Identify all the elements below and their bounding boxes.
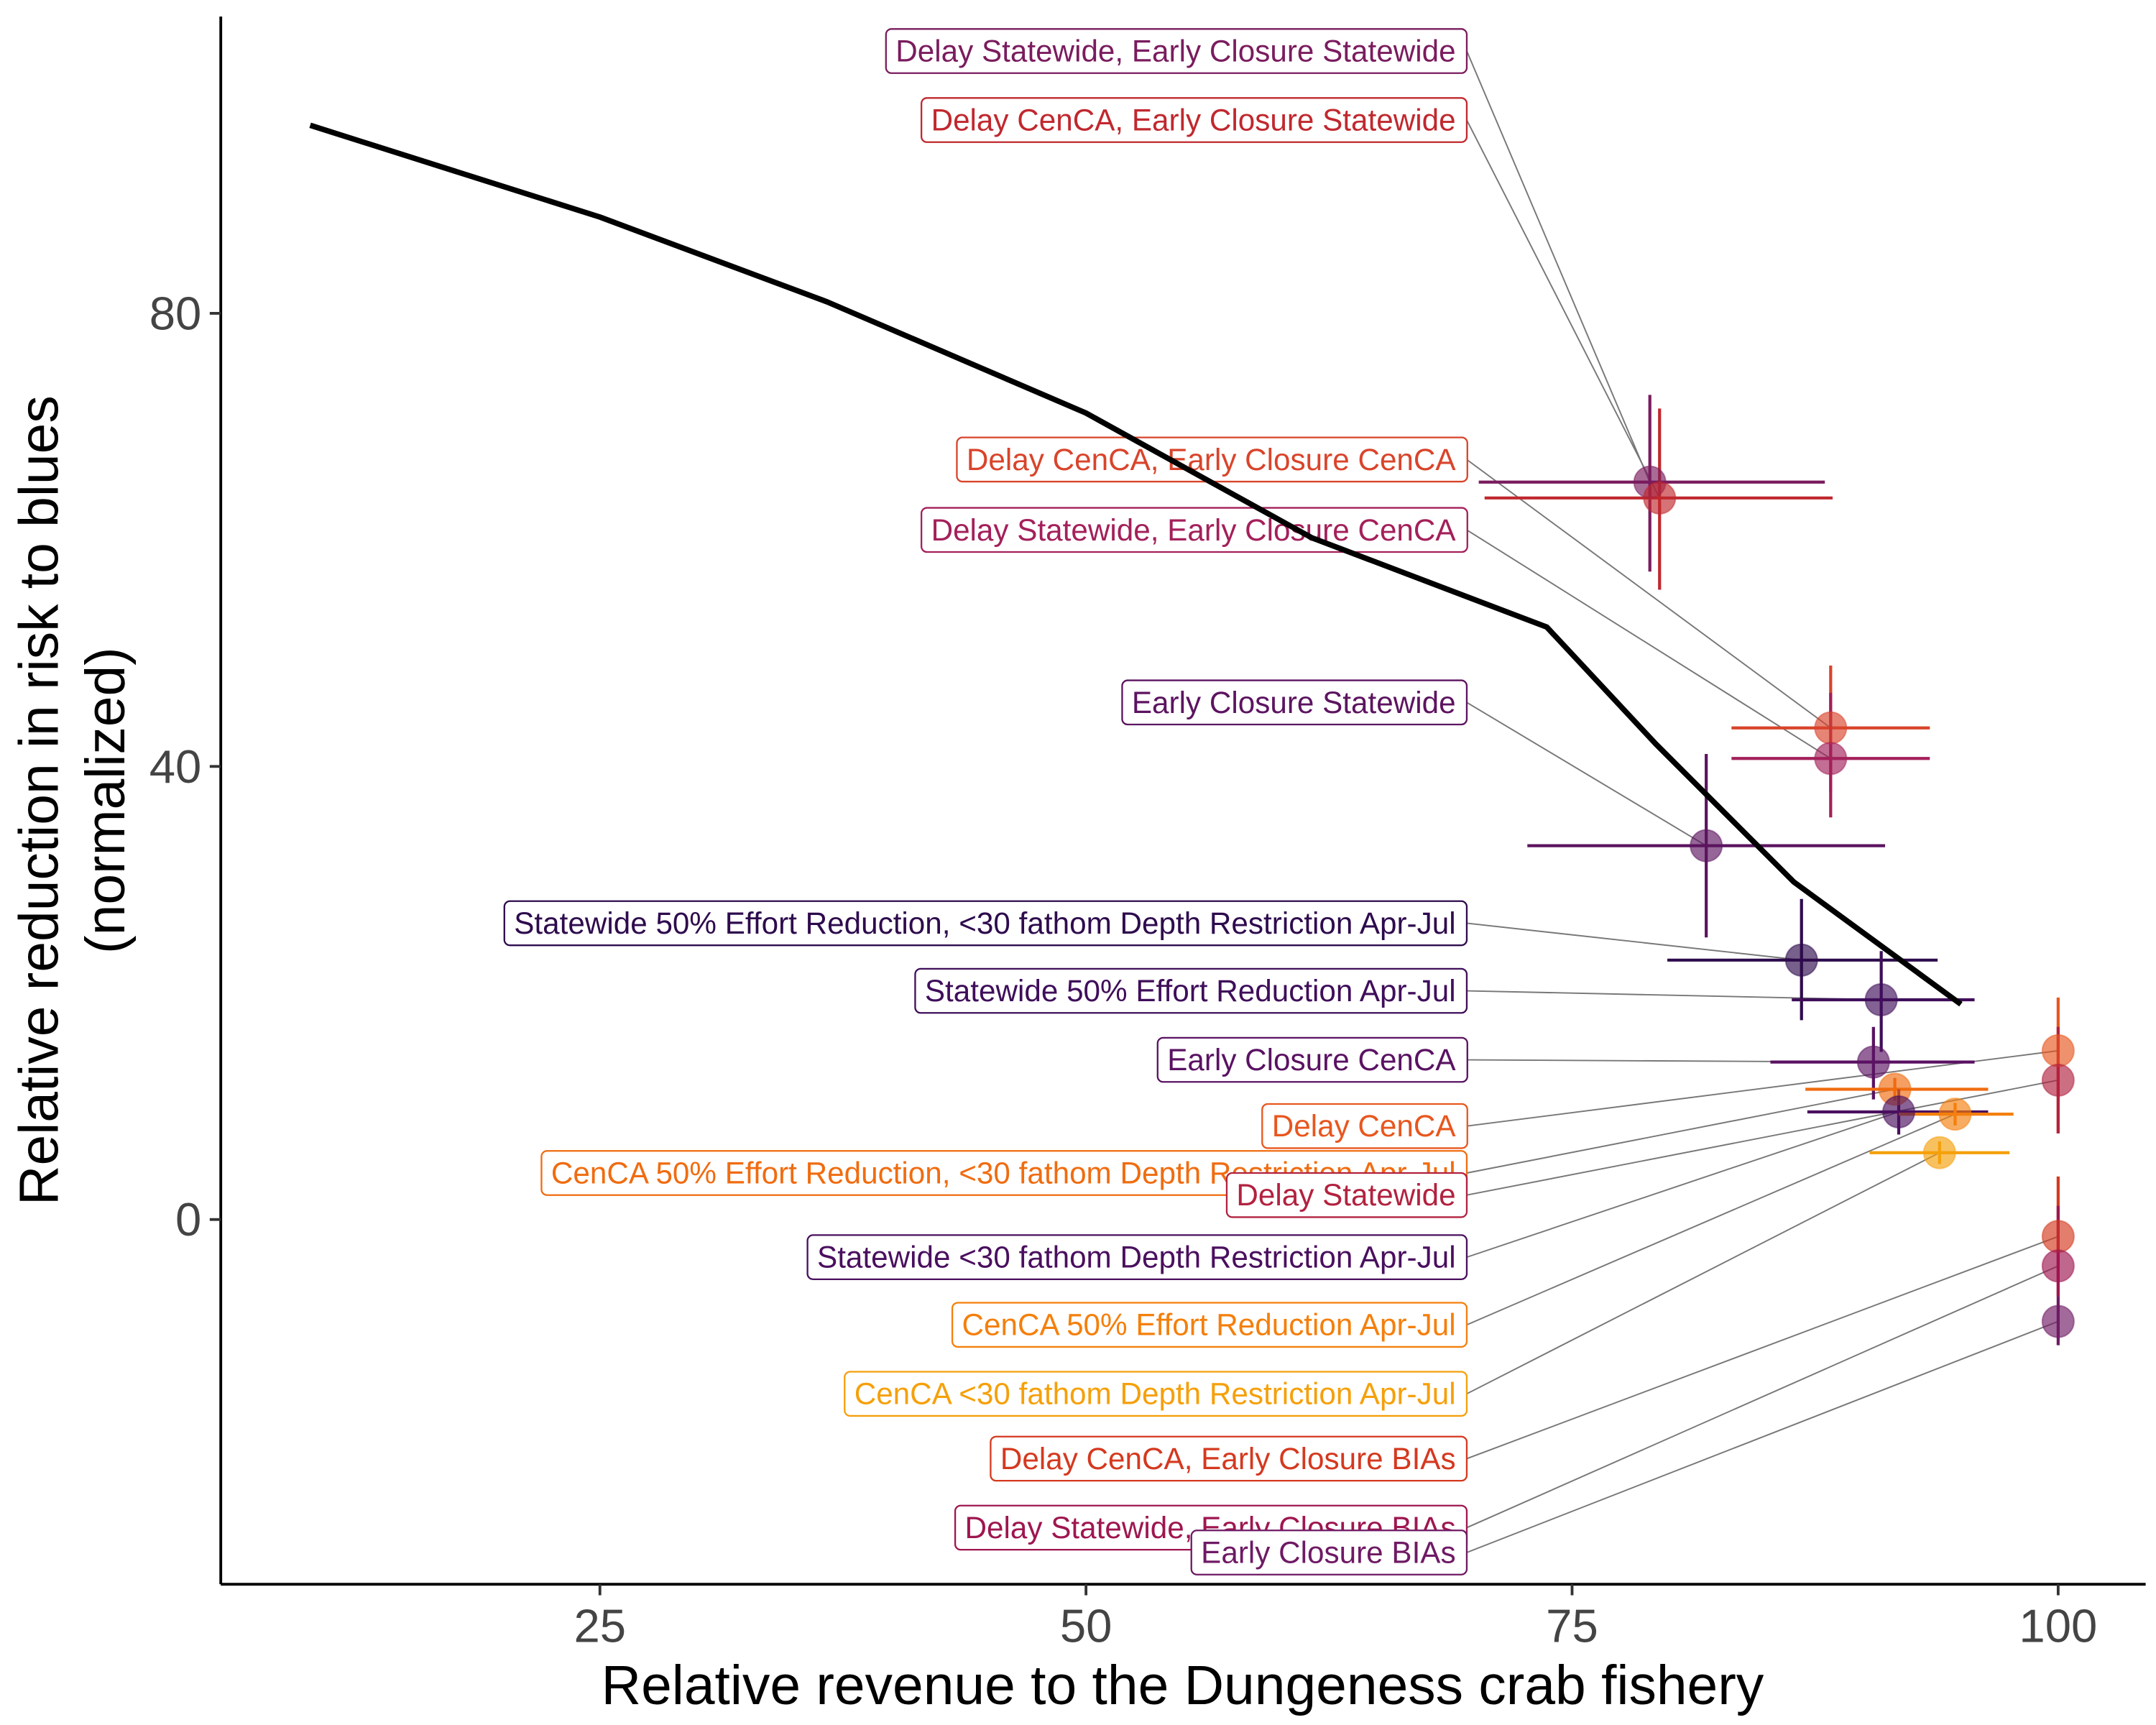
leader-line: [1466, 529, 1831, 760]
y-tick-label: 0: [175, 1193, 201, 1246]
point: [1856, 1045, 1890, 1079]
point: [1922, 1136, 1956, 1169]
label: Delay CenCA, Early Closure CenCA: [956, 436, 1468, 483]
point: [1814, 742, 1848, 776]
leader-line: [1466, 1088, 1895, 1174]
leader-line: [1466, 119, 1661, 499]
label: Delay Statewide, Early Closure CenCA: [920, 507, 1468, 553]
label-box: [1225, 1172, 1468, 1218]
y-axis-title: (normalized): [75, 647, 137, 954]
labels: Delay Statewide, Early Closure Statewide…: [503, 28, 1468, 1576]
label-box: [503, 900, 1468, 947]
label-text: Delay Statewide, Early Closure CenCA: [931, 513, 1457, 547]
point: [1881, 1095, 1916, 1129]
label-text: Early Closure Statewide: [1132, 686, 1456, 719]
label-text: Delay CenCA, Early Closure CenCA: [967, 443, 1457, 477]
label-box: [951, 1302, 1468, 1348]
label: Delay CenCA, Early Closure Statewide: [920, 97, 1468, 143]
label: Delay CenCA: [1261, 1103, 1468, 1149]
leader-line: [1466, 1113, 1955, 1326]
point: [2041, 1305, 2075, 1338]
label: Early Closure Statewide: [1121, 679, 1468, 726]
label: Statewide <30 fathom Depth Restriction A…: [806, 1234, 1468, 1280]
label-text: CenCA 50% Effort Reduction Apr-Jul: [962, 1308, 1456, 1342]
point: [1814, 711, 1848, 745]
label-box: [920, 97, 1468, 143]
x-tick-label: 100: [2019, 1599, 2097, 1652]
points: [1633, 465, 2075, 1338]
label-text: Delay Statewide, Early Closure Statewide: [895, 34, 1455, 68]
label-box: [914, 967, 1468, 1014]
x-tick-label: 50: [1060, 1599, 1112, 1652]
label-box: [1190, 1530, 1468, 1576]
label: Delay Statewide, Early Closure Statewide: [885, 28, 1468, 74]
leader-line: [1466, 1265, 2059, 1529]
x-tick-label: 75: [1546, 1599, 1598, 1652]
point: [2041, 1220, 2075, 1254]
leader-line: [1466, 1111, 1899, 1259]
label: Statewide 50% Effort Reduction Apr-Jul: [914, 967, 1468, 1014]
label-text: Delay CenCA: [1272, 1109, 1457, 1143]
point: [1690, 829, 1723, 862]
leader-line: [1466, 459, 1831, 729]
label-text: Early Closure BIAs: [1201, 1536, 1455, 1570]
label: CenCA 50% Effort Reduction Apr-Jul: [951, 1302, 1468, 1348]
label-text: Delay CenCA, Early Closure BIAs: [1000, 1442, 1456, 1476]
label-text: Delay CenCA, Early Closure Statewide: [931, 104, 1456, 137]
label-box: [920, 507, 1468, 553]
y-axis-title: Relative reduction in risk to blues: [9, 395, 70, 1205]
point: [2041, 1249, 2075, 1283]
label-text: CenCA <30 fathom Depth Restriction Apr-J…: [854, 1377, 1456, 1411]
leader-line: [1466, 922, 1802, 961]
point: [1864, 983, 1898, 1017]
leader-line: [1466, 50, 1651, 483]
label: Statewide 50% Effort Reduction, <30 fath…: [503, 900, 1468, 947]
label: Early Closure CenCA: [1156, 1036, 1468, 1083]
point: [1784, 943, 1818, 977]
label-box: [990, 1435, 1468, 1482]
point: [1938, 1098, 1972, 1131]
x-axis-title: Relative revenue to the Dungeness crab f…: [602, 1655, 1764, 1716]
label: Delay CenCA, Early Closure BIAs: [990, 1435, 1468, 1482]
point: [2041, 1034, 2075, 1067]
label-box: [1121, 679, 1468, 726]
label-text: Early Closure CenCA: [1167, 1043, 1456, 1077]
label-box: [1156, 1036, 1468, 1083]
label-text: Statewide 50% Effort Reduction, <30 fath…: [514, 906, 1455, 940]
leader-line: [1466, 1151, 1940, 1395]
label-box: [844, 1371, 1468, 1417]
leader-line: [1466, 1236, 2059, 1460]
label-text: Delay Statewide: [1236, 1178, 1455, 1212]
label-text: Statewide <30 fathom Depth Restriction A…: [817, 1241, 1456, 1274]
point: [1643, 481, 1677, 515]
error-bars: [1478, 395, 2060, 1346]
label-text: Statewide 50% Effort Reduction Apr-Jul: [925, 974, 1456, 1008]
label-box: [885, 28, 1468, 74]
x-tick-label: 25: [573, 1599, 626, 1652]
label-box: [1261, 1103, 1468, 1149]
leader-lines: [1466, 50, 2059, 1553]
leader-line: [1466, 1320, 2059, 1553]
leader-line: [1466, 1079, 2059, 1196]
y-tick-label: 40: [149, 740, 202, 793]
frontier-line: [309, 122, 1963, 1007]
label: CenCA <30 fathom Depth Restriction Apr-J…: [844, 1371, 1468, 1417]
y-tick-label: 80: [149, 287, 202, 339]
label: Early Closure BIAs: [1190, 1530, 1468, 1576]
label: Delay Statewide: [1225, 1172, 1468, 1218]
point: [2041, 1063, 2075, 1097]
leader-line: [1466, 702, 1707, 847]
label-box: [806, 1234, 1468, 1280]
